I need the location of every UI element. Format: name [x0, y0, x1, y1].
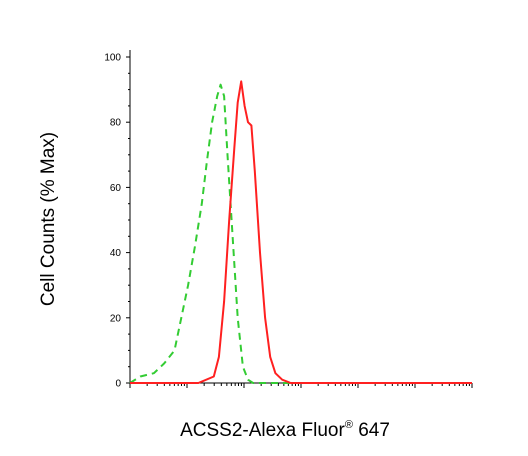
series-line-solid-red — [130, 80, 472, 384]
y-tick-label: 100 — [104, 53, 121, 64]
x-axis-title-suffix: 647 — [353, 420, 390, 441]
y-tick-label: 20 — [110, 313, 122, 324]
series-line-dashed-green — [129, 83, 472, 384]
x-axis-title-main: ACSS2-Alexa Fluor — [180, 420, 345, 441]
y-tick-label: 40 — [110, 248, 122, 259]
x-axis-title: ACSS2-Alexa Fluor® 647 — [180, 419, 390, 441]
y-axis: 0 20 40 60 80 100 — [104, 50, 131, 390]
y-axis-title: Cell Counts (% Max) — [38, 132, 59, 306]
x-axis-title-superscript: ® — [345, 419, 353, 431]
y-ticks: 0 20 40 60 80 100 — [104, 53, 130, 390]
y-tick-label: 60 — [110, 183, 122, 194]
y-tick-label: 80 — [110, 118, 122, 129]
plot-lines — [129, 80, 472, 384]
y-tick-label: 0 — [115, 379, 121, 390]
